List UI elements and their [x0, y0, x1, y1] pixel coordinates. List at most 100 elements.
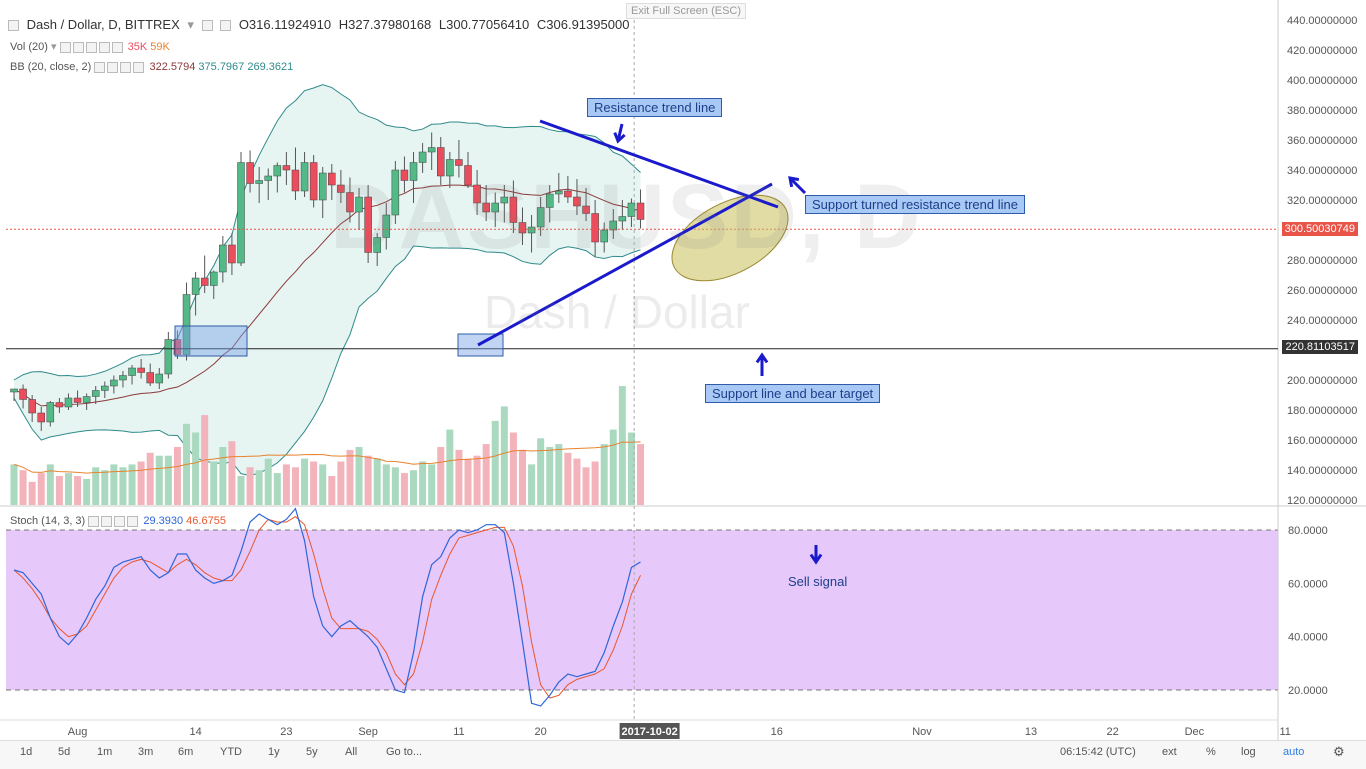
- chevron-down-icon[interactable]: ▾: [50, 41, 57, 53]
- range-1d[interactable]: 1d: [20, 746, 33, 758]
- last-price-tag: 300.50030749: [1281, 222, 1358, 236]
- candle-up: [627, 202, 636, 217]
- exit-fullscreen-button[interactable]: Exit Full Screen (ESC): [626, 3, 747, 19]
- stoch-d-value: 46.6755: [186, 515, 226, 527]
- candle-up: [110, 379, 118, 387]
- candle-down: [28, 399, 36, 414]
- candle-up: [182, 294, 191, 355]
- watermark-name: Dash / Dollar: [484, 286, 750, 338]
- gear-icon[interactable]: [101, 515, 113, 527]
- arrow-down-icon: [613, 132, 626, 144]
- candle-up: [427, 147, 436, 153]
- volume-bar: [555, 444, 563, 505]
- volume-bar: [528, 464, 536, 505]
- volume-bar: [219, 447, 227, 505]
- candle-up: [491, 202, 499, 213]
- range-6m[interactable]: 6m: [178, 746, 194, 758]
- more-icon[interactable]: [98, 41, 110, 53]
- eye-icon[interactable]: [94, 61, 106, 73]
- range-3m[interactable]: 3m: [138, 746, 154, 758]
- candle-down: [337, 184, 345, 193]
- eye-icon[interactable]: [88, 515, 100, 527]
- price-tick-label: 120.00000000: [1287, 495, 1357, 507]
- auto-toggle[interactable]: auto: [1283, 746, 1305, 758]
- more-icon[interactable]: [120, 61, 132, 73]
- ohlc-high: H327.37980168: [338, 17, 432, 32]
- gear-icon[interactable]: [72, 41, 84, 53]
- stoch-label[interactable]: Stoch (14, 3, 3): [10, 515, 86, 527]
- close-icon[interactable]: [111, 41, 123, 53]
- more-icon[interactable]: [114, 515, 126, 527]
- bb-upper-line: [13, 84, 641, 381]
- eye-icon[interactable]: [59, 41, 71, 53]
- price-tick-label: 420.00000000: [1287, 45, 1357, 57]
- symbol-title[interactable]: Dash / Dollar, D, BITTREX: [26, 17, 180, 32]
- volume-bar: [382, 464, 390, 505]
- price-chart[interactable]: 440.00000000 420.00000000 400.00000000 380.…: [0, 0, 1366, 740]
- ext-toggle[interactable]: ext: [1162, 746, 1177, 758]
- log-toggle[interactable]: log: [1241, 746, 1256, 758]
- candle-down: [137, 367, 145, 373]
- volume-bar: [373, 458, 381, 505]
- volume-bar: [518, 449, 526, 505]
- eye-icon[interactable]: [201, 20, 213, 32]
- volume-bar: [101, 470, 109, 505]
- volume-bar: [537, 438, 545, 505]
- collapse-icon[interactable]: [8, 20, 19, 32]
- volume-bar: [391, 467, 399, 505]
- support-line-callout: Support line and bear target: [705, 384, 881, 403]
- range-all[interactable]: All: [345, 746, 358, 758]
- support-turned-resistance-line: [477, 182, 773, 347]
- chevron-down-icon[interactable]: ▾: [187, 17, 194, 32]
- volume-bar: [46, 464, 54, 505]
- stoch-d-line: [13, 516, 641, 699]
- time-tick-label: 20: [535, 726, 547, 738]
- candle-up: [119, 375, 127, 381]
- candle-up: [237, 162, 245, 264]
- volume-label[interactable]: Vol (20): [10, 41, 48, 53]
- range-1y[interactable]: 1y: [268, 746, 280, 758]
- range-5y[interactable]: 5y: [306, 746, 318, 758]
- chart-header: Dash / Dollar, D, BITTREX ▾ O316.1192491…: [8, 17, 633, 33]
- candle-up: [318, 172, 327, 201]
- candle-down: [146, 372, 154, 384]
- volume-bar: [328, 476, 336, 505]
- gear-icon[interactable]: [220, 20, 232, 32]
- close-icon[interactable]: [133, 61, 145, 73]
- candle-up: [545, 193, 554, 208]
- candle-up: [91, 390, 100, 397]
- bb-label[interactable]: BB (20, close, 2): [10, 61, 92, 73]
- goto-button[interactable]: Go to...: [386, 746, 423, 758]
- range-5d[interactable]: 5d: [58, 746, 71, 758]
- candle-down: [509, 196, 518, 223]
- gear-icon[interactable]: ⚙: [1333, 744, 1345, 759]
- range-1m[interactable]: 1m: [97, 746, 113, 758]
- watermark-symbol: DASHUSD, D: [330, 166, 923, 268]
- candle-down: [464, 165, 472, 186]
- candle-up: [128, 367, 136, 376]
- volume-bar: [83, 478, 91, 505]
- volume-bar: [237, 476, 245, 505]
- range-ytd[interactable]: YTD: [220, 746, 242, 758]
- add-icon[interactable]: [85, 41, 97, 53]
- volume-bar: [455, 449, 463, 505]
- candle-down: [19, 388, 27, 400]
- volume-bar: [291, 467, 299, 505]
- volume-bar: [28, 481, 36, 505]
- candle-up: [609, 220, 618, 231]
- price-tick-label: 320.00000000: [1287, 195, 1357, 207]
- arrow-up-left-icon: [788, 176, 807, 195]
- volume-bar: [155, 455, 163, 505]
- volume-bar: [337, 461, 345, 505]
- candle-up: [418, 151, 427, 163]
- volume-ma-line: [13, 441, 641, 474]
- time-cursor-label: 2017-10-02: [621, 726, 677, 738]
- time-tick-label: 13: [1025, 726, 1037, 738]
- price-tick-label: 260.00000000: [1287, 285, 1357, 297]
- candle-up: [64, 397, 73, 408]
- percent-toggle[interactable]: %: [1206, 746, 1216, 758]
- volume-value: 35K: [127, 41, 148, 53]
- close-icon[interactable]: [127, 515, 139, 527]
- bb-lower-value: 269.3621: [247, 61, 294, 73]
- gear-icon[interactable]: [107, 61, 119, 73]
